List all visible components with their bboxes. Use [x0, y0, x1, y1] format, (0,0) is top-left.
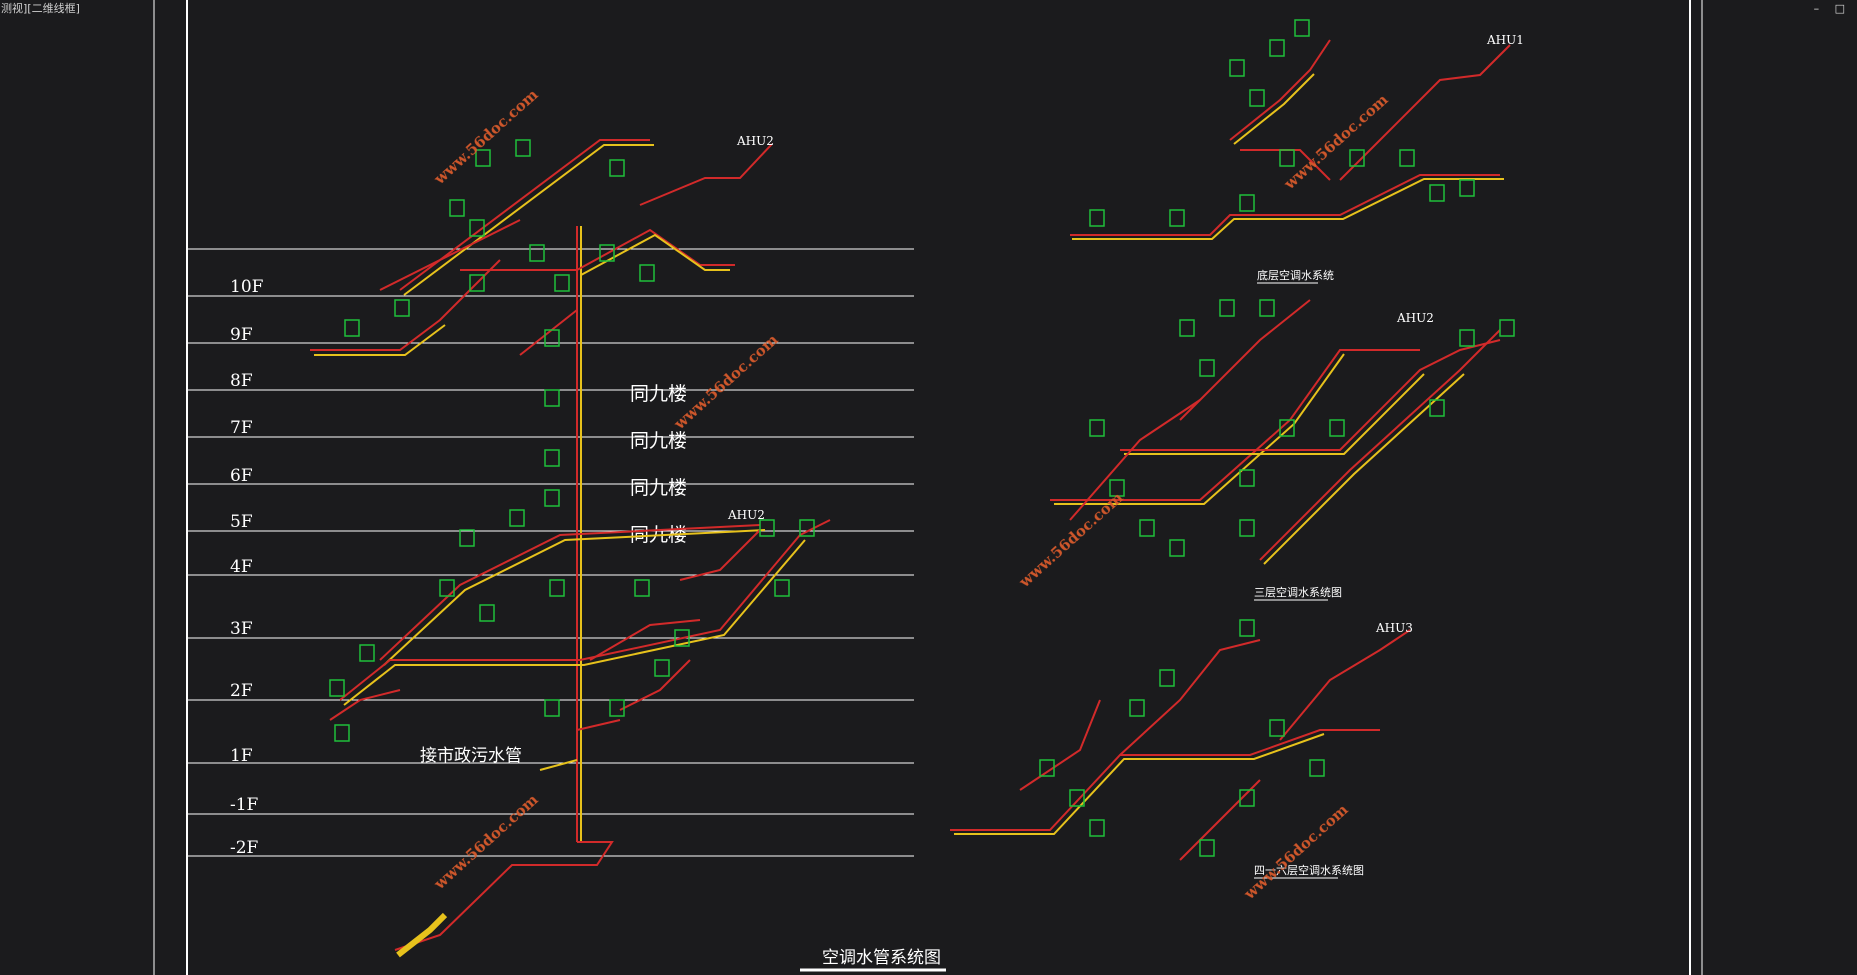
floor-label-B1: -1F: [230, 795, 259, 815]
main-caption: 空调水管系统图: [822, 948, 941, 968]
same-as-9-note: 同九楼: [630, 383, 687, 405]
floor-label-4F: 4F: [230, 557, 253, 577]
floor-label-B2: -2F: [230, 838, 259, 858]
ahu-label: AHU3: [1375, 621, 1413, 635]
watermark: www.56doc.com: [1280, 90, 1392, 193]
floor-label-2F: 2F: [230, 681, 253, 701]
floor-label-9F: 9F: [230, 325, 253, 345]
floor-label-5F: 5F: [230, 512, 253, 532]
ahu-label: AHU2: [736, 134, 774, 148]
ahu-label: AHU2: [727, 508, 765, 522]
third-floor-caption: 三层空调水系统图: [1254, 585, 1342, 599]
floor-label-10F: 10F: [230, 277, 264, 297]
watermark: www.56doc.com: [1240, 800, 1352, 903]
maximize-icon[interactable]: □: [1834, 2, 1851, 15]
floor-label-1F: 1F: [230, 746, 253, 766]
floor-label-8F: 8F: [230, 371, 253, 391]
basement-caption: 四一六层空调水系统图: [1254, 863, 1364, 877]
floor-label-7F: 7F: [230, 418, 253, 438]
floor-label-6F: 6F: [230, 466, 253, 486]
viewport-title[interactable]: 测视][二维线框]: [1, 2, 80, 15]
same-as-notes: 同九楼 同九楼 同九楼 同九楼: [630, 383, 687, 546]
ahu-label: AHU2: [1396, 311, 1434, 325]
watermark: www.56doc.com: [430, 85, 542, 188]
sewer-connection-note: 接市政污水管: [420, 746, 522, 766]
window-controls: – □: [1814, 2, 1851, 15]
minimize-icon[interactable]: –: [1813, 2, 1826, 15]
watermarks: www.56doc.com www.56doc.com www.56doc.co…: [430, 85, 1392, 903]
equipment-tags: [329, 19, 1515, 857]
roof-caption: 底层空调水系统: [1257, 268, 1334, 282]
left-pipe-network: [310, 139, 831, 958]
right-pipe-network: [950, 39, 1511, 861]
floor-label-3F: 3F: [230, 619, 253, 639]
ahu-labels: AHU2 AHU2 AHU1 AHU2 AHU3: [727, 33, 1524, 635]
floor-labels: 10F 9F 8F 7F 6F 5F 4F 3F 2F 1F -1F -2F: [230, 277, 264, 858]
same-as-9-note: 同九楼: [630, 477, 687, 499]
floor-lines: [188, 248, 914, 857]
same-as-9-note: 同九楼: [630, 430, 687, 452]
watermark: www.56doc.com: [430, 790, 542, 893]
drawing-frame: [153, 0, 1703, 975]
ahu-label: AHU1: [1486, 33, 1524, 47]
